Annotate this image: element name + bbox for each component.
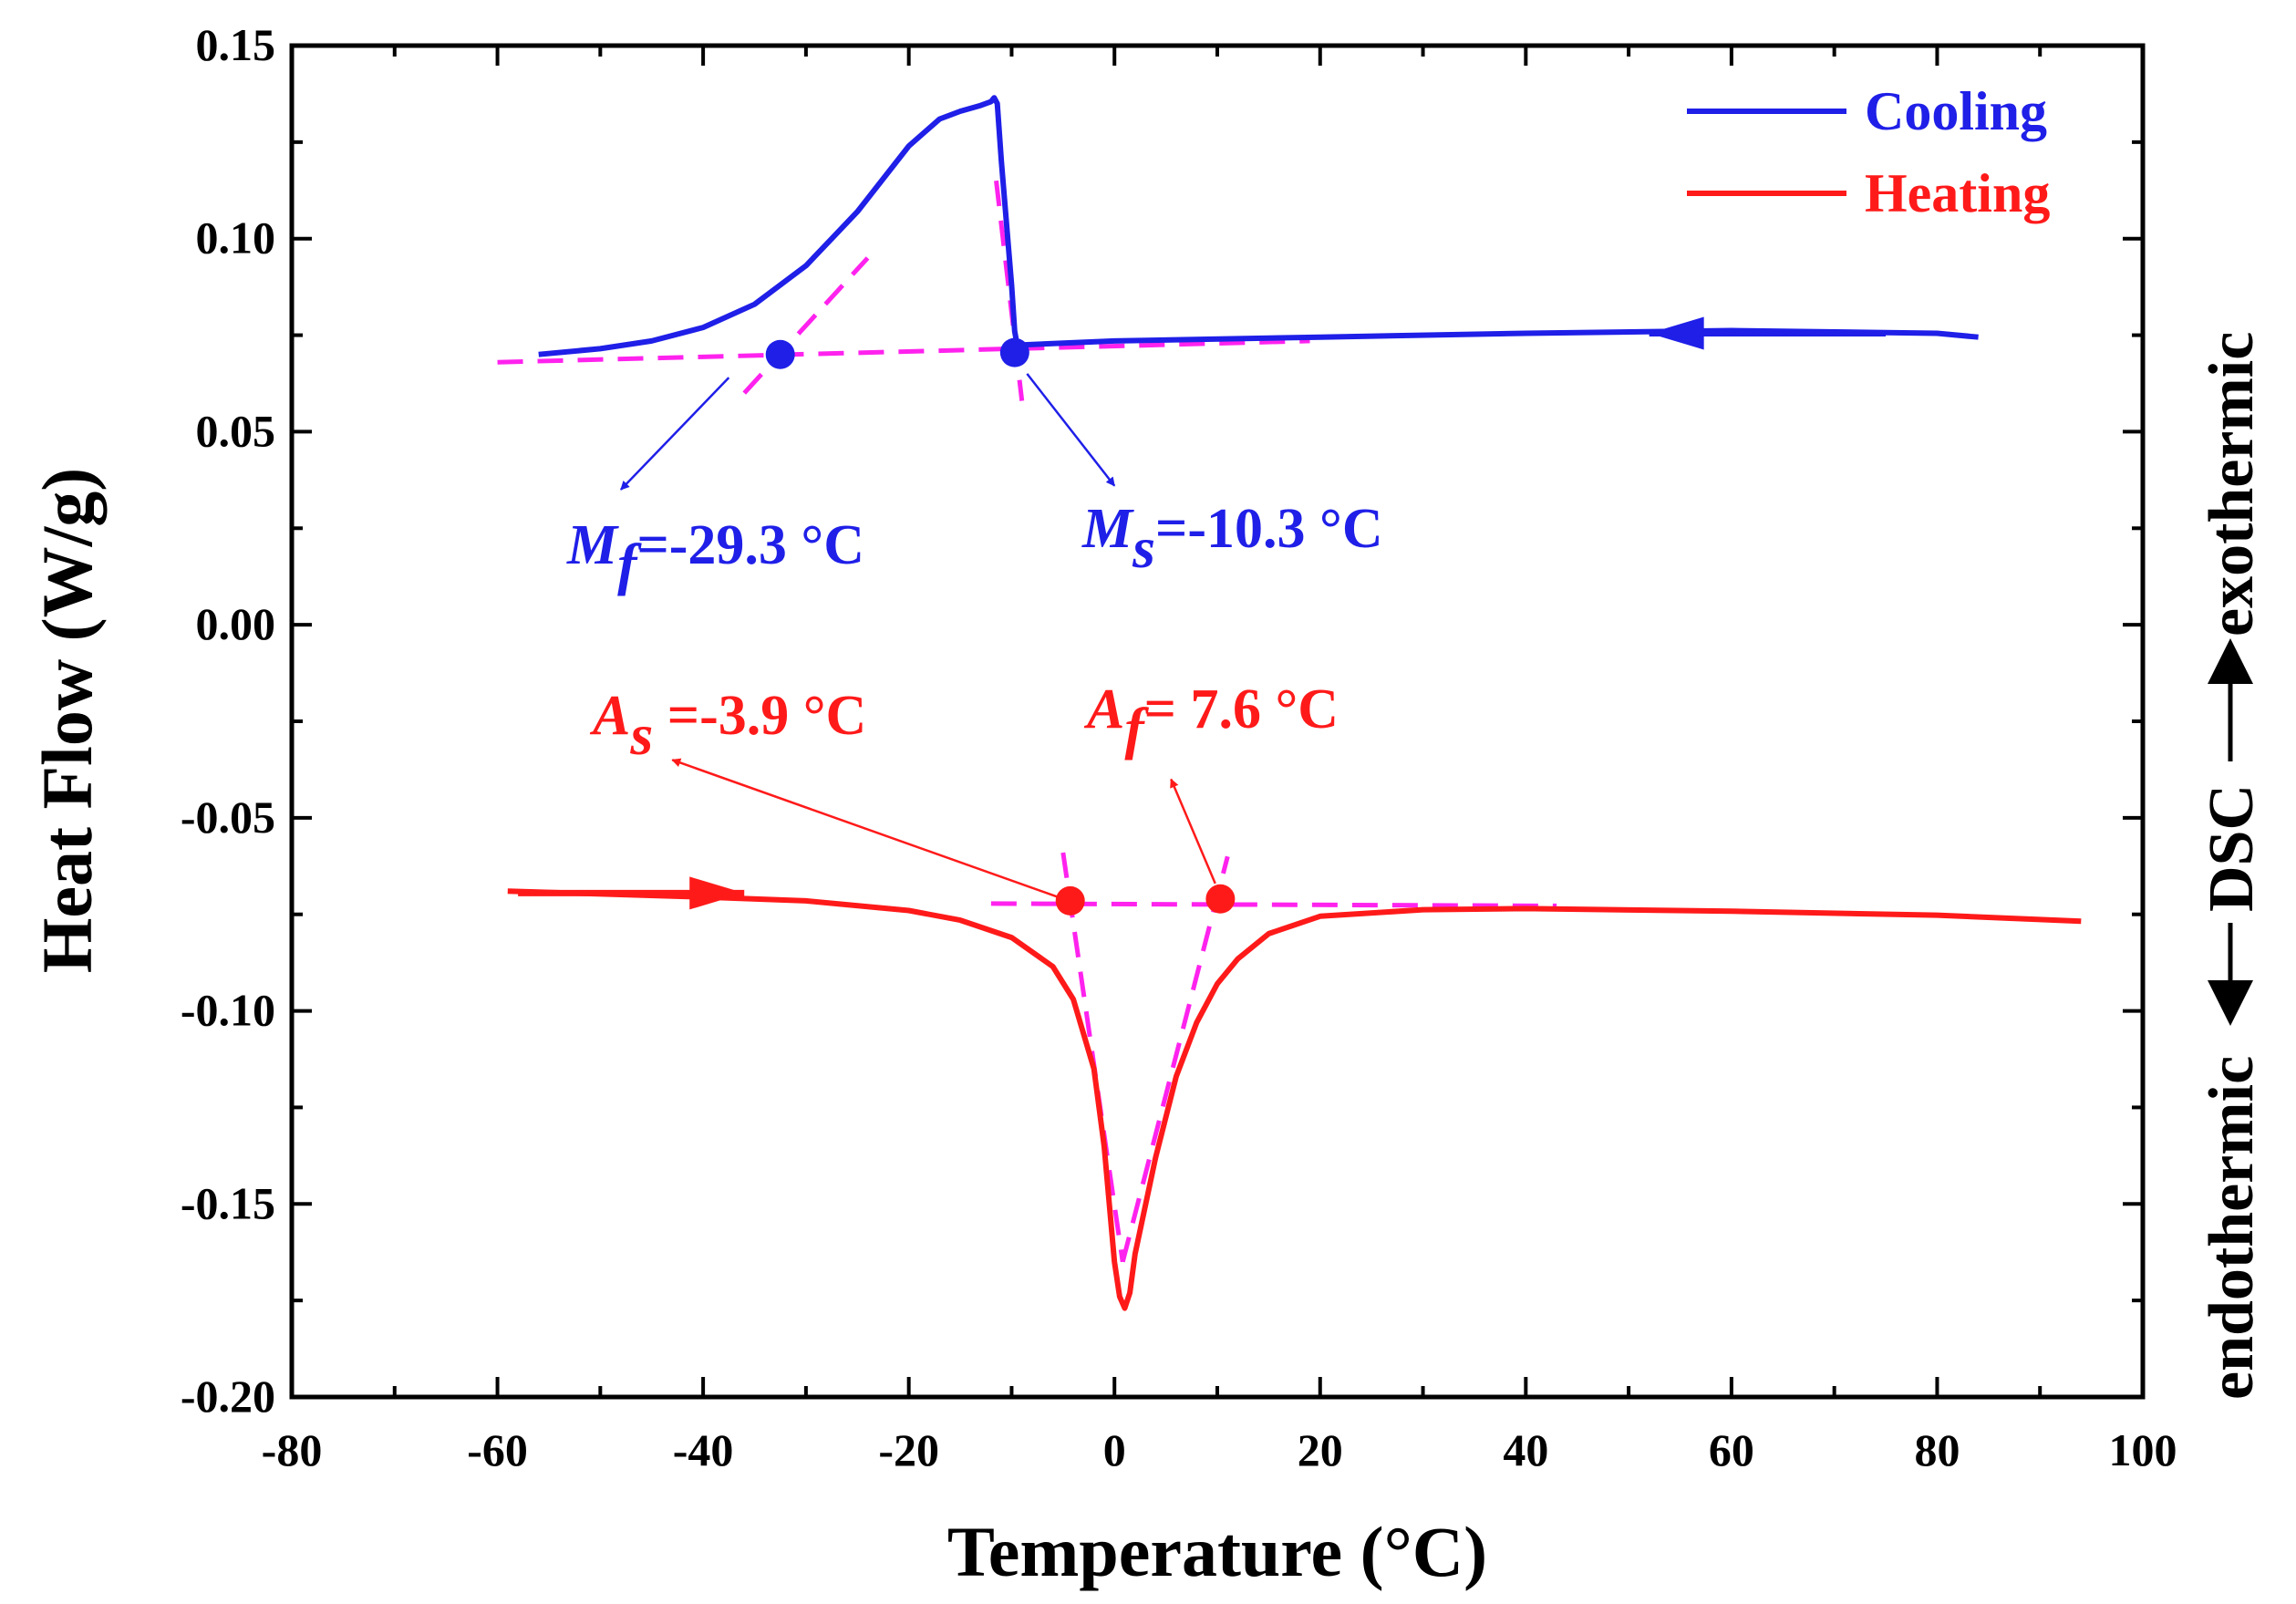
series-line-heating: [507, 888, 2082, 1311]
annotation-mf: Mf=-29.3 °C: [566, 514, 864, 596]
annotation-af: Af= 7.6 °C: [1083, 678, 1339, 761]
x-tick-label: 40: [1503, 1424, 1548, 1475]
tangent-line: [990, 901, 1557, 908]
legend: Cooling Heating: [1687, 81, 2050, 223]
annotation-as: As =-3.9 °C: [589, 685, 866, 767]
x-tick-label: 20: [1298, 1424, 1343, 1475]
side-label-endothermic: endothermic: [2197, 1056, 2267, 1400]
direction-arrows: [518, 316, 1887, 910]
data-series: [507, 95, 2082, 1311]
marker-af: [1205, 884, 1236, 914]
x-tick-label: 80: [1914, 1424, 1960, 1475]
y-tick-label: 0.15: [196, 19, 276, 70]
side-label-exothermic: exothermic: [2197, 332, 2267, 636]
annotation-ms: Ms=-10.3 °C: [1081, 498, 1383, 580]
y-tick-label: -0.20: [181, 1371, 275, 1422]
marker-mf: [765, 339, 795, 369]
x-tick-label: -20: [878, 1424, 939, 1475]
direction-arrow-head-heating: [689, 876, 745, 910]
y-tick-label: 0.10: [196, 212, 276, 264]
legend-heating-label: Heating: [1865, 163, 2050, 223]
marked-points: [765, 337, 1236, 916]
x-tick-label: 0: [1103, 1424, 1126, 1475]
x-tick-label: 100: [2109, 1424, 2177, 1475]
x-tick-label: 60: [1709, 1424, 1754, 1475]
axis-tick-labels: -80 -60 -40 -20 0 20 40 60 80 100 0.15 0.10 0.05 0.00…: [181, 19, 2177, 1475]
dsc-direction-label: endothermic DSC exothermic: [2197, 332, 2267, 1400]
direction-arrow-head-cooling: [1649, 316, 1704, 350]
annotation-arrow-af: [1170, 778, 1216, 885]
tangent-line: [497, 338, 1310, 365]
x-tick-label: -80: [262, 1424, 323, 1475]
axis-ticks: [290, 44, 2145, 1399]
tangent-line: [994, 180, 1025, 401]
y-tick-label: -0.05: [181, 792, 275, 843]
annotation-arrow-ms: [1026, 373, 1116, 487]
y-tick-label: 0.05: [196, 405, 276, 456]
x-axis-title: Temperature (°C): [947, 1512, 1487, 1591]
marker-as: [1055, 885, 1085, 916]
annotation-arrows: [619, 373, 1216, 898]
series-line-cooling: [538, 95, 1979, 357]
x-tick-label: -40: [673, 1424, 734, 1475]
side-label-dsc: DSC: [2197, 784, 2267, 912]
annotation-arrow-mf: [619, 377, 730, 491]
annotation-arrow-as: [671, 758, 1059, 898]
x-tick-label: -60: [467, 1424, 528, 1475]
tangent-line: [742, 256, 870, 395]
y-axis-title: Heat Flow (W/g): [27, 468, 107, 974]
tangent-line: [1120, 855, 1230, 1263]
marker-ms: [999, 337, 1029, 367]
y-tick-label: -0.15: [181, 1177, 275, 1228]
y-tick-label: 0.00: [196, 598, 276, 649]
y-tick-label: -0.10: [181, 985, 275, 1036]
legend-cooling-label: Cooling: [1865, 81, 2047, 141]
